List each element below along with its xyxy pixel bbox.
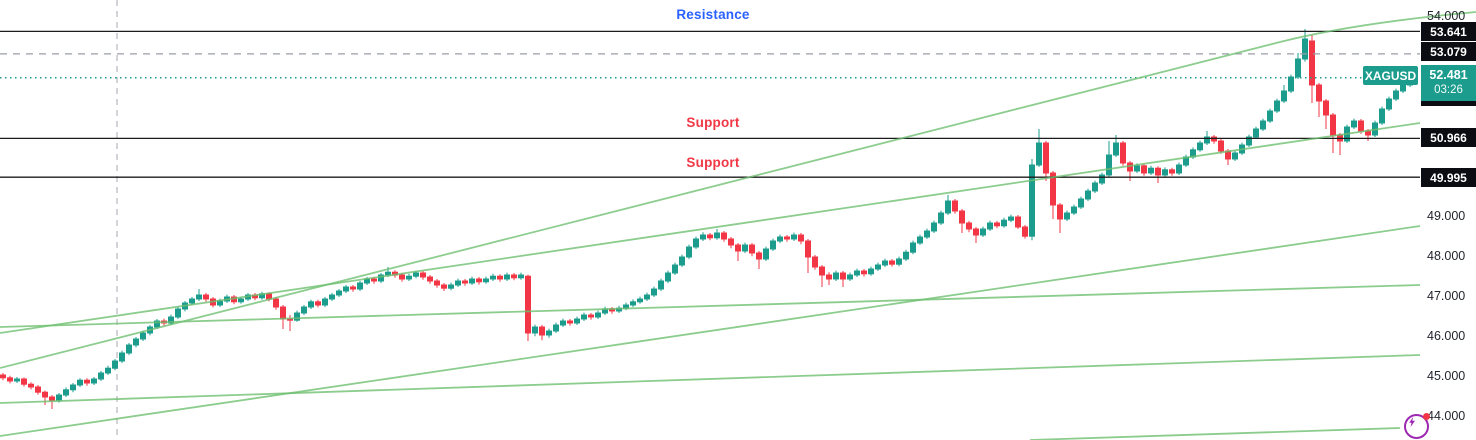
quick-trade-flash-icon[interactable] (1404, 413, 1430, 439)
notification-dot (1423, 413, 1430, 420)
trend-lines-group (0, 11, 1476, 440)
shallow-mid (0, 354, 1421, 404)
price-badge-53641[interactable]: 53.641 (1421, 22, 1476, 41)
resistance-label[interactable]: Resistance (676, 7, 750, 22)
price-level-lines (0, 30, 1420, 178)
support-label-1[interactable]: Support (686, 115, 740, 130)
channel-lower (0, 225, 1421, 437)
shallow-upper (0, 284, 1421, 328)
bar-countdown: 03:26 (1434, 84, 1463, 96)
price-badge-53079[interactable]: 53.079 (1421, 42, 1476, 61)
candles-group (0, 29, 1413, 409)
price-badge-50966[interactable]: 50.966 (1421, 128, 1476, 147)
y-axis-tick: 48.000 (1427, 249, 1466, 263)
y-axis-tick: 47.000 (1427, 289, 1466, 303)
lightning-bolt-icon (1409, 417, 1415, 427)
y-axis-tick: 45.000 (1427, 369, 1466, 383)
support-label-2[interactable]: Support (686, 155, 740, 170)
channel-upper (0, 122, 1421, 334)
y-axis-tick: 54.000 (1427, 9, 1466, 23)
y-axis-tick: 49.000 (1427, 209, 1466, 223)
current-price-value: 52.481 (1429, 68, 1468, 82)
price-badge-49995[interactable]: 49.995 (1421, 168, 1476, 187)
current-price-badge[interactable]: 52.481 03:26 (1421, 65, 1476, 101)
shallow-bottom (1029, 427, 1401, 440)
steep-resistance-curve (0, 11, 1476, 369)
y-axis-tick: 44.000 (1427, 409, 1466, 423)
y-axis-tick: 46.000 (1427, 329, 1466, 343)
symbol-badge[interactable]: XAGUSD (1363, 66, 1418, 85)
